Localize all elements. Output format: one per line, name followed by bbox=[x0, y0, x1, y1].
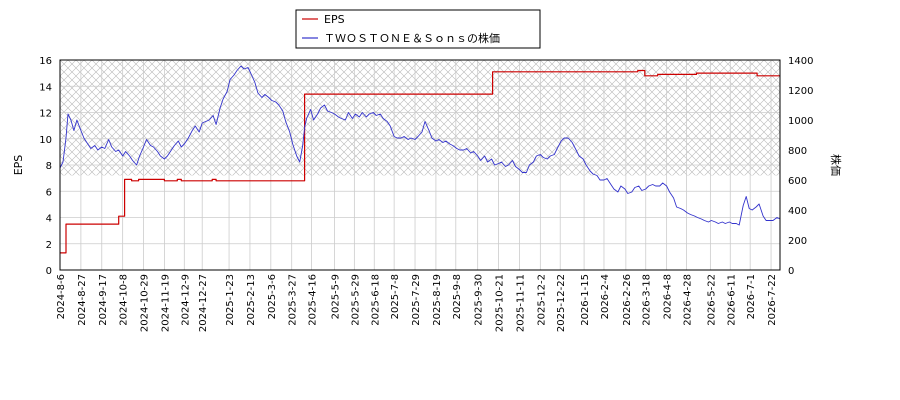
left-tick-label: 14 bbox=[39, 82, 52, 93]
left-tick-label: 4 bbox=[46, 214, 52, 225]
x-tick-label: 2025-12-2 bbox=[536, 274, 547, 326]
x-tick-label: 2025-8-19 bbox=[432, 274, 443, 326]
x-tick-label: 2026-2-4 bbox=[600, 274, 611, 319]
plot-frame bbox=[59, 59, 781, 271]
legend-label-eps: EPS bbox=[324, 13, 345, 26]
x-tick-label: 2026-7-1 bbox=[746, 274, 757, 319]
left-tick-label: 12 bbox=[39, 109, 52, 120]
right-tick-label: 1400 bbox=[788, 56, 813, 67]
right-tick-label: 600 bbox=[788, 176, 807, 187]
x-tick-label: 2025-12-22 bbox=[556, 274, 567, 332]
x-tick-label: 2025-7-29 bbox=[411, 274, 422, 326]
x-tick-label: 2024-12-27 bbox=[198, 274, 209, 332]
x-tick-label: 2024-9-17 bbox=[98, 274, 109, 326]
x-tick-label: 2024-10-8 bbox=[119, 274, 130, 326]
x-tick-label: 2025-4-16 bbox=[308, 274, 319, 326]
x-tick-label: 2026-4-8 bbox=[663, 274, 674, 319]
x-tick-label: 2025-5-9 bbox=[330, 274, 341, 319]
left-tick-label: 2 bbox=[46, 240, 52, 251]
x-tick-label: 2026-2-26 bbox=[622, 274, 633, 326]
left-axis-title: EPS bbox=[12, 155, 25, 176]
x-tick-label: 2025-11-11 bbox=[515, 274, 526, 332]
legend-box bbox=[295, 9, 541, 49]
right-tick-label: 1200 bbox=[788, 86, 813, 97]
legend: EPS ＴＷＯＳＴＯＮＥ＆Ｓｏｎｓの株価 bbox=[295, 9, 541, 49]
x-tick-label: 2024-8-6 bbox=[56, 274, 67, 319]
left-tick-label: 10 bbox=[39, 135, 52, 146]
x-tick-label: 2025-2-13 bbox=[246, 274, 257, 326]
right-axis-title: 株価 bbox=[829, 154, 843, 176]
right-tick-label: 200 bbox=[788, 236, 807, 247]
x-tick-label: 2025-9-30 bbox=[474, 274, 485, 326]
x-tick-label: 2024-11-19 bbox=[160, 274, 171, 332]
x-tick-label: 2024-8-27 bbox=[77, 274, 88, 326]
x-tick-label: 2026-6-11 bbox=[726, 274, 737, 326]
right-tick-label: 0 bbox=[788, 266, 794, 277]
hatched-band bbox=[60, 60, 780, 176]
x-tick-label: 2025-6-18 bbox=[370, 274, 381, 326]
x-axis-ticks: 2024-8-6 2024-8-27 2024-9-17 2024-10-8 2024-… bbox=[56, 274, 778, 332]
x-tick-label: 2024-10-29 bbox=[140, 274, 151, 332]
x-tick-label: 2024-12-9 bbox=[180, 274, 191, 326]
grid bbox=[59, 59, 780, 271]
x-tick-label: 2026-4-28 bbox=[683, 274, 694, 326]
right-tick-label: 800 bbox=[788, 146, 807, 157]
left-tick-label: 16 bbox=[39, 56, 52, 67]
legend-label-stock-price: ＴＷＯＳＴＯＮＥ＆Ｓｏｎｓの株価 bbox=[324, 31, 500, 45]
left-axis-ticks: 0 2 4 6 8 10 12 14 16 bbox=[39, 56, 52, 277]
x-tick-label: 2025-7-8 bbox=[390, 274, 401, 319]
left-tick-label: 8 bbox=[46, 161, 52, 172]
x-tick-label: 2026-5-22 bbox=[706, 274, 717, 326]
right-tick-label: 400 bbox=[788, 206, 807, 217]
x-tick-label: 2026-7-22 bbox=[767, 274, 778, 326]
x-tick-label: 2025-3-27 bbox=[288, 274, 299, 326]
left-tick-label: 6 bbox=[46, 187, 52, 198]
hatched-band-area bbox=[60, 60, 780, 176]
x-tick-label: 2026-3-18 bbox=[642, 274, 653, 326]
x-tick-label: 2025-9-8 bbox=[452, 274, 463, 319]
series-layer bbox=[59, 65, 781, 254]
left-tick-label: 0 bbox=[46, 266, 52, 277]
series-line-eps bbox=[60, 69, 780, 254]
x-tick-label: 2025-5-29 bbox=[350, 274, 361, 326]
x-tick-label: 2025-1-23 bbox=[225, 274, 236, 326]
x-tick-label: 2025-10-21 bbox=[495, 274, 506, 332]
right-axis-ticks: 0 200 400 600 800 1000 1200 1400 bbox=[788, 56, 813, 277]
x-tick-label: 2025-3-6 bbox=[267, 274, 278, 319]
x-tick-label: 2026-1-15 bbox=[580, 274, 591, 326]
series-line-stock-price bbox=[59, 65, 781, 226]
right-tick-label: 1000 bbox=[788, 116, 813, 127]
